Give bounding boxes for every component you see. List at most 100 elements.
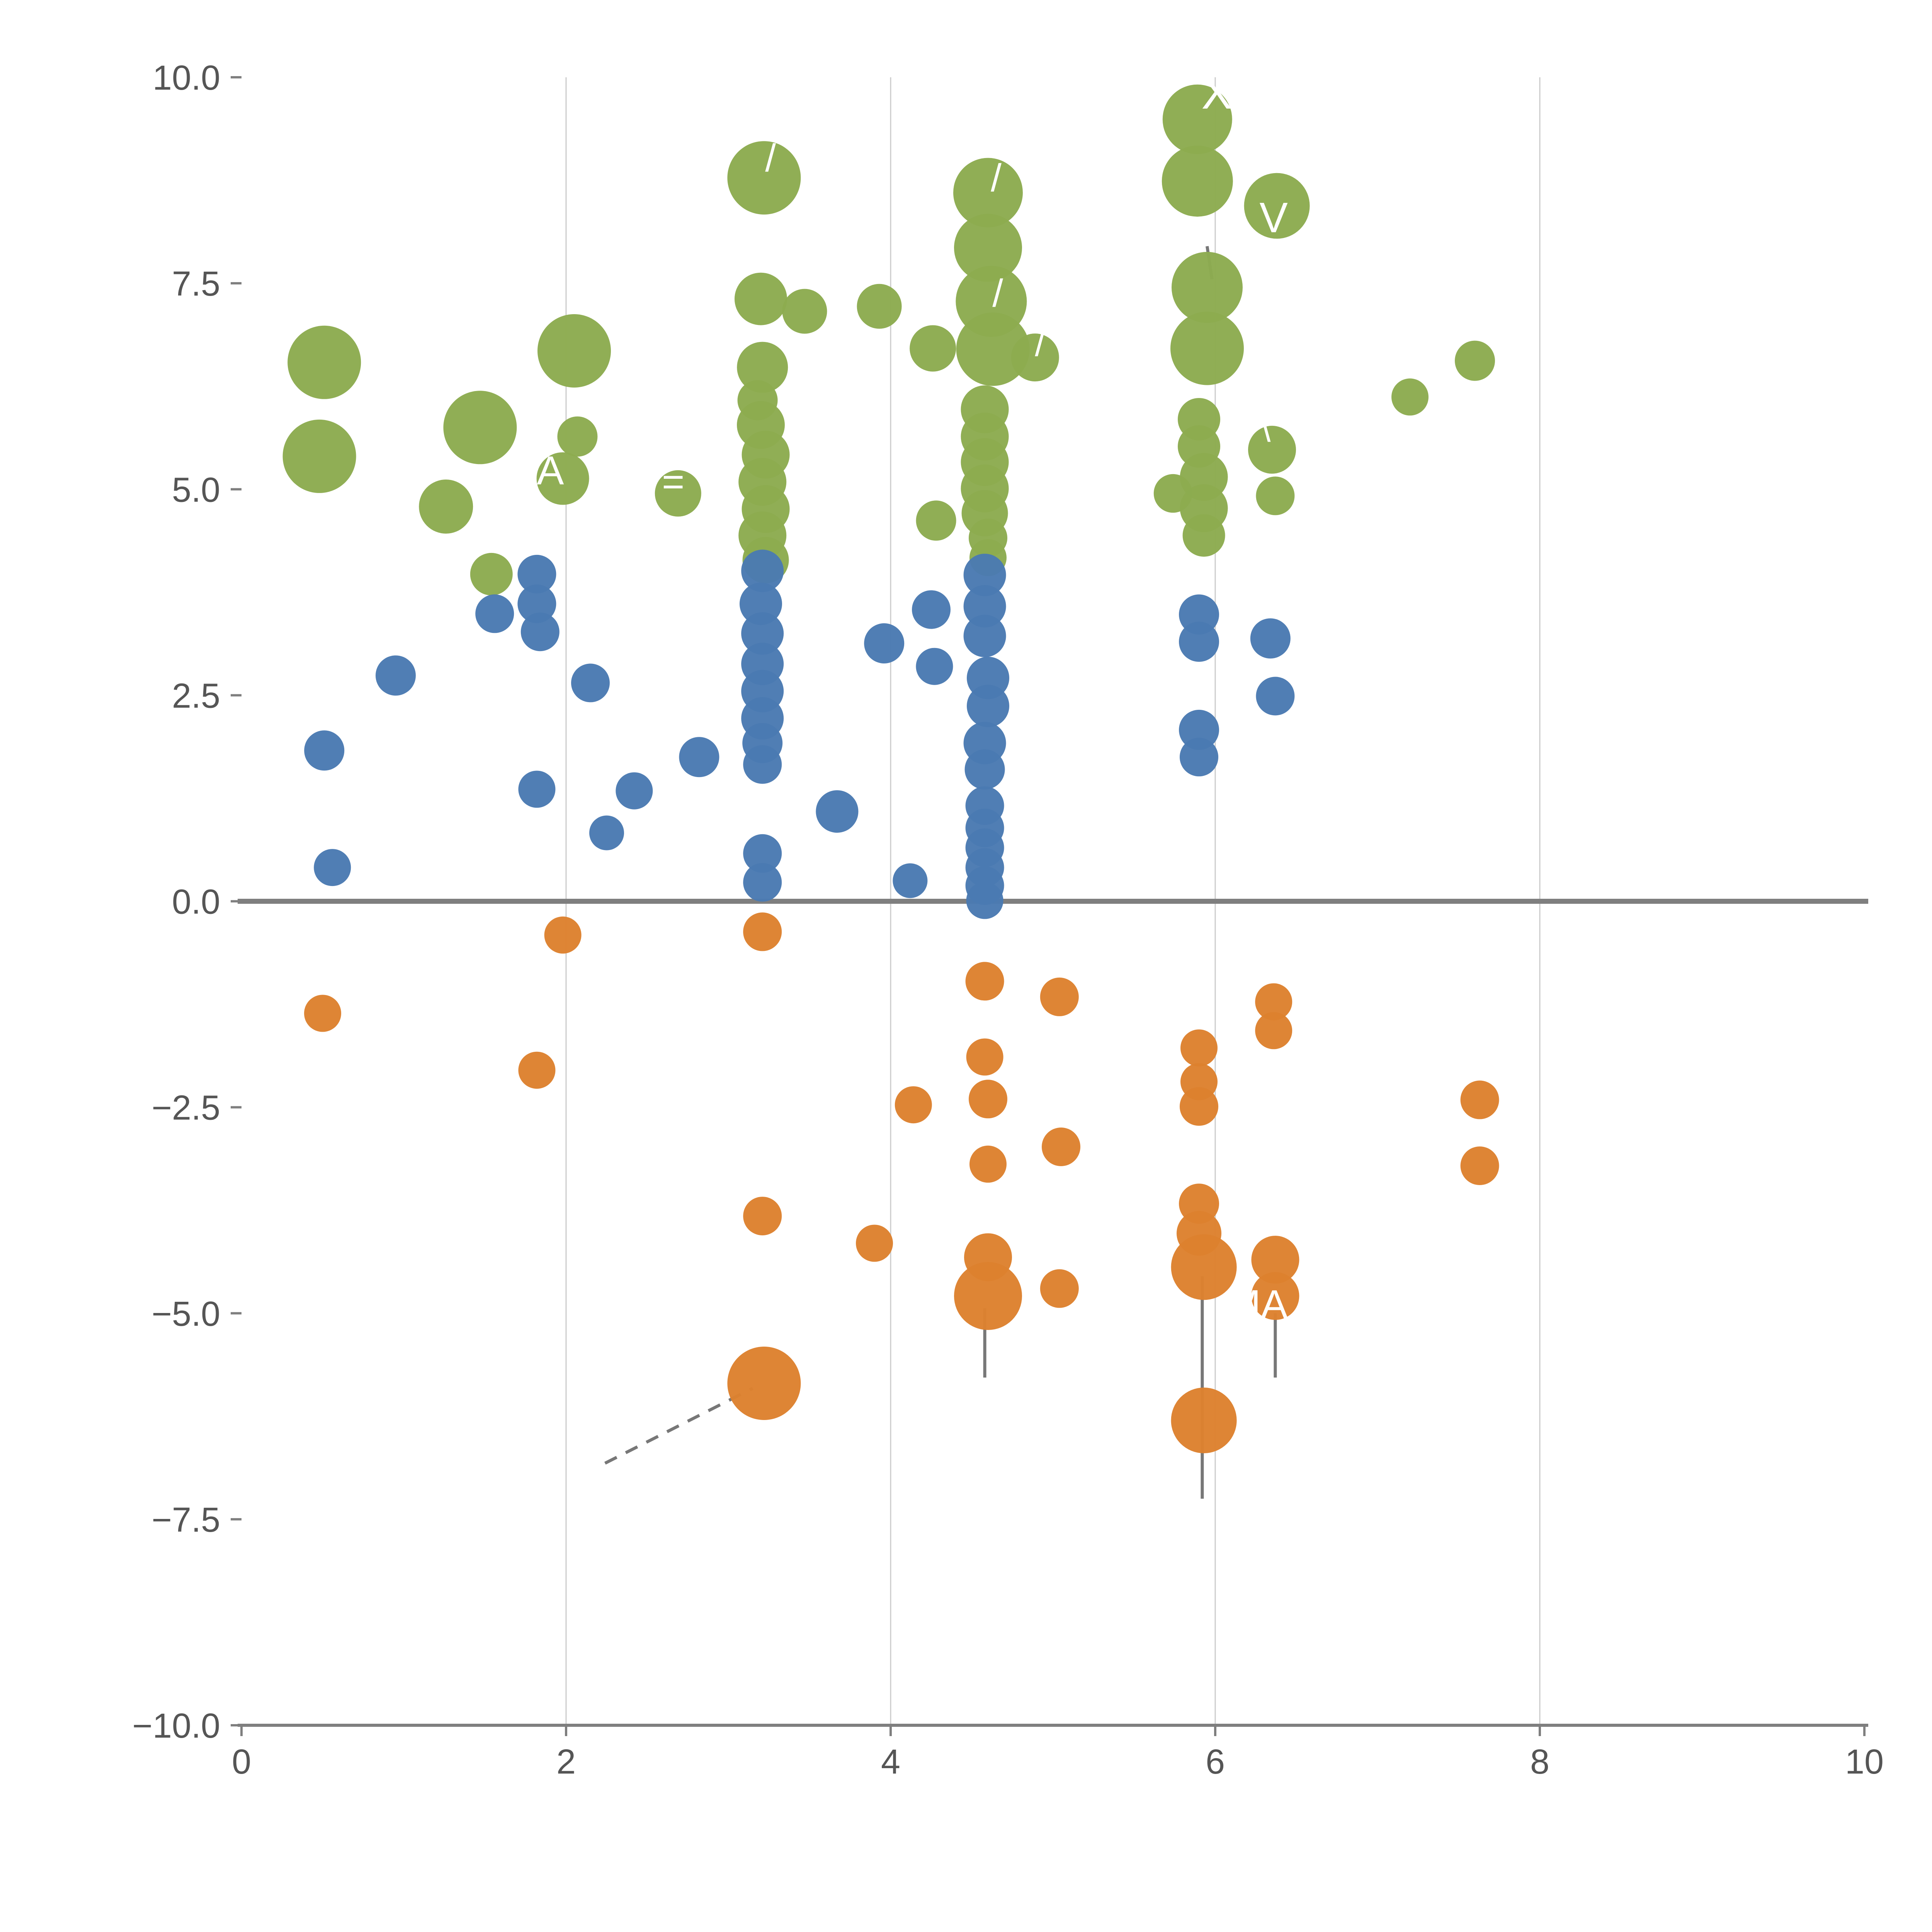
data-point-green [737, 342, 788, 393]
data-point-blue [741, 612, 784, 655]
data-point-orange [743, 1197, 782, 1236]
data-point-orange [1040, 1269, 1079, 1308]
annotation-line [604, 1387, 753, 1465]
data-point-green [782, 289, 827, 334]
data-point-blue [967, 685, 1009, 728]
data-point-blue [963, 585, 1006, 628]
data-point-green [655, 470, 701, 517]
data-point-orange [1171, 1234, 1237, 1300]
point-label: MA [1227, 1282, 1288, 1327]
point-label: V [1260, 194, 1288, 242]
point-label: BA [510, 448, 564, 493]
data-point-blue [741, 549, 784, 592]
data-point-blue [304, 730, 345, 771]
data-point-blue [916, 648, 953, 685]
data-point-green [910, 325, 956, 372]
data-point-orange [1251, 1236, 1299, 1284]
point-label: / [1035, 323, 1045, 364]
data-point-orange [304, 995, 341, 1032]
y-tick-label: 7.5 [172, 265, 220, 303]
y-tick-label: 2.5 [172, 677, 220, 715]
y-tick-label: 5.0 [172, 471, 220, 509]
data-point-orange [856, 1225, 893, 1262]
data-point-green [1248, 425, 1296, 474]
x-tick-label: 10 [1845, 1743, 1884, 1781]
data-point-green [954, 214, 1022, 282]
data-point-orange [1460, 1080, 1499, 1119]
point-label: = [662, 460, 684, 503]
y-tick-label: −10.0 [132, 1707, 220, 1745]
data-point-blue [517, 554, 556, 594]
data-point-green [1162, 84, 1232, 154]
data-point-green [1172, 252, 1243, 323]
data-point-orange [1171, 1388, 1237, 1453]
data-point-orange [1255, 983, 1293, 1020]
data-point-orange [1042, 1128, 1080, 1166]
data-point-green [1170, 311, 1244, 385]
x-tick-label: 2 [556, 1743, 576, 1781]
point-label: X [1201, 67, 1232, 119]
data-point-blue [376, 655, 416, 696]
data-point-green [1391, 378, 1429, 416]
data-point-green [1182, 514, 1225, 557]
y-tick-label: −7.5 [151, 1501, 220, 1539]
data-point-blue [571, 663, 610, 702]
data-point-blue [475, 594, 514, 633]
y-tick-label: 10.0 [153, 59, 220, 97]
x-tick-label: 6 [1206, 1743, 1225, 1781]
data-point-blue [816, 790, 859, 833]
data-point-green [956, 312, 1030, 386]
point-label: \ [1260, 409, 1271, 450]
data-point-orange [1251, 1272, 1299, 1320]
data-point-orange [954, 1262, 1022, 1330]
data-point-blue [966, 882, 1003, 919]
data-point-orange [544, 916, 582, 954]
data-point-orange [965, 962, 1004, 1001]
data-point-blue [1256, 677, 1295, 716]
data-point-green [1455, 340, 1495, 381]
x-tick-label: 0 [232, 1743, 251, 1781]
data-point-orange [518, 1051, 556, 1089]
data-point-blue [864, 623, 905, 663]
data-point-blue [314, 849, 351, 886]
data-point-green [536, 452, 589, 505]
data-point-orange [1460, 1146, 1499, 1185]
data-point-green [1256, 476, 1295, 515]
data-point-green [916, 500, 956, 541]
data-point-green [857, 284, 902, 329]
data-point-green [727, 141, 801, 215]
y-tick-label: 0.0 [172, 883, 220, 922]
data-point-blue [963, 614, 1006, 657]
data-point-orange [1040, 977, 1079, 1016]
data-point-blue [1179, 621, 1219, 662]
data-point-blue [1179, 709, 1219, 750]
data-point-blue [964, 749, 1005, 790]
point-label: / [991, 156, 1002, 199]
data-point-green [735, 272, 787, 325]
data-point-blue [1250, 618, 1291, 659]
data-point-green [282, 419, 356, 493]
data-point-green [537, 314, 611, 388]
data-point-blue [963, 554, 1006, 596]
data-point-blue [743, 745, 782, 784]
point-label: / [992, 272, 1003, 315]
data-point-green [557, 416, 598, 457]
data-point-blue [893, 863, 928, 898]
data-point-green [1011, 333, 1059, 382]
data-point-blue [589, 815, 624, 850]
data-point-orange [743, 912, 782, 951]
data-point-blue [518, 770, 556, 808]
data-point-orange [969, 1145, 1007, 1183]
data-point-blue [517, 584, 556, 623]
data-point-green [443, 391, 517, 464]
data-point-green [419, 480, 473, 534]
data-point-orange [1255, 1012, 1293, 1049]
y-tick-label: −5.0 [151, 1295, 220, 1333]
data-point-orange [1180, 1087, 1218, 1126]
x-tick-label: 4 [881, 1743, 900, 1781]
data-point-orange [966, 1038, 1003, 1076]
data-point-orange [969, 1080, 1007, 1119]
data-point-blue [520, 612, 560, 651]
data-point-blue [679, 737, 719, 777]
data-point-orange [895, 1086, 932, 1124]
